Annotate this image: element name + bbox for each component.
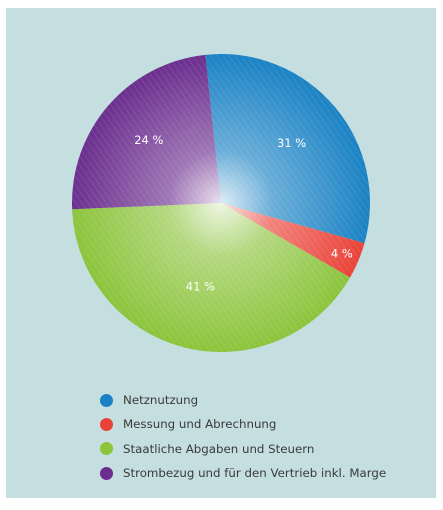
legend-item-strombezug: Strombezug und für den Vertrieb inkl. Ma…	[100, 461, 386, 485]
slice-label-netznutzung: 31 %	[277, 136, 306, 150]
pie-highlight	[72, 54, 370, 352]
slice-label-messung: 4 %	[331, 246, 353, 260]
legend-item-messung: Messung und Abrechnung	[100, 412, 386, 436]
legend-label-abgaben: Staatliche Abgaben und Steuern	[123, 441, 315, 456]
legend-item-netznutzung: Netznutzung	[100, 388, 386, 412]
legend-item-abgaben: Staatliche Abgaben und Steuern	[100, 437, 386, 461]
chart-panel: 31 % 4 % 41 % 24 % Netznutzung Messung und …	[6, 8, 436, 498]
slice-label-strombezug: 24 %	[134, 133, 163, 147]
legend-swatch-netznutzung	[100, 393, 113, 407]
legend-swatch-abgaben	[100, 442, 113, 456]
pie-chart: 31 % 4 % 41 % 24 %	[72, 54, 371, 352]
legend-label-netznutzung: Netznutzung	[123, 393, 199, 408]
legend-label-strombezug: Strombezug und für den Vertrieb inkl. Ma…	[123, 466, 387, 481]
slice-label-abgaben: 41 %	[186, 279, 215, 293]
legend-swatch-messung	[100, 417, 113, 431]
legend: Netznutzung Messung und Abrechnung Staat…	[100, 388, 386, 485]
legend-label-messung: Messung und Abrechnung	[123, 417, 277, 432]
legend-swatch-strombezug	[100, 466, 113, 480]
